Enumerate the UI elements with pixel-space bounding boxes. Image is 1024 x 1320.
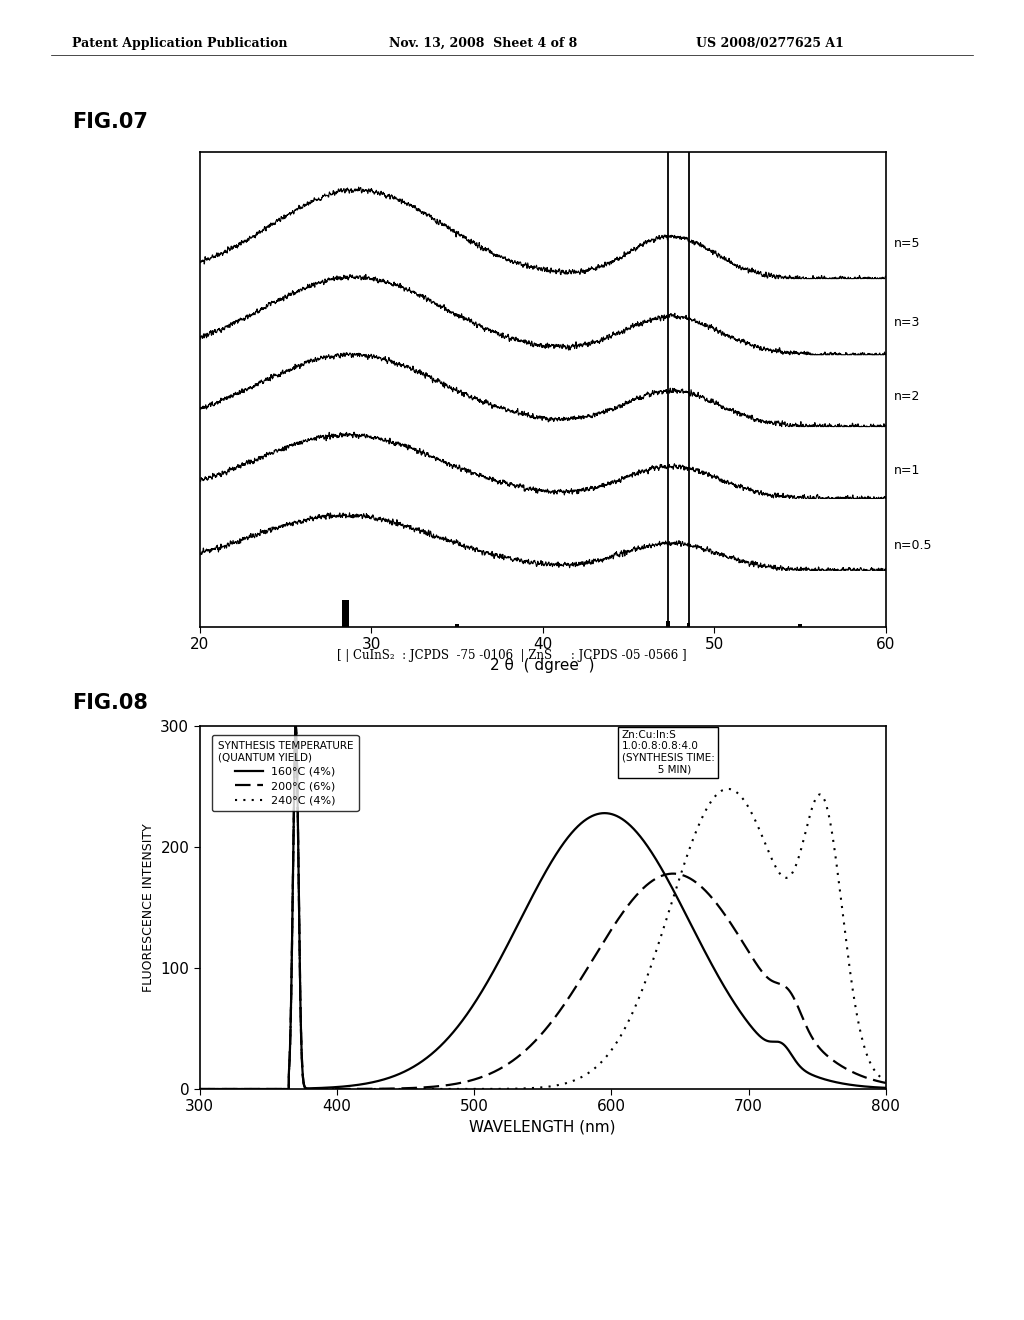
X-axis label: 2 θ  ( dgree  ): 2 θ ( dgree ) xyxy=(490,657,595,673)
Text: FIG.08: FIG.08 xyxy=(72,693,147,713)
Text: [ | CuInS₂  : JCPDS  -75 -0106  | ZnS     : JCPDS -05 -0566 ]: [ | CuInS₂ : JCPDS -75 -0106 | ZnS : JCP… xyxy=(337,649,687,663)
Bar xyxy=(799,624,802,627)
Text: n=0.5: n=0.5 xyxy=(894,539,933,552)
Text: US 2008/0277625 A1: US 2008/0277625 A1 xyxy=(696,37,844,50)
Text: FIG.07: FIG.07 xyxy=(72,112,147,132)
Text: n=2: n=2 xyxy=(894,391,921,403)
Bar xyxy=(687,623,690,627)
Bar xyxy=(456,623,459,627)
Text: n=3: n=3 xyxy=(894,317,921,330)
Text: Zn:Cu:In:S
1.0:0.8:0.8:4.0
(SYNTHESIS TIME:
           5 MIN): Zn:Cu:In:S 1.0:0.8:0.8:4.0 (SYNTHESIS TI… xyxy=(622,730,715,775)
Bar xyxy=(667,622,670,627)
Bar xyxy=(342,601,349,627)
Text: n=1: n=1 xyxy=(894,465,921,478)
Text: Nov. 13, 2008  Sheet 4 of 8: Nov. 13, 2008 Sheet 4 of 8 xyxy=(389,37,578,50)
X-axis label: WAVELENGTH (nm): WAVELENGTH (nm) xyxy=(469,1119,616,1135)
Y-axis label: FLUORESCENCE INTENSITY: FLUORESCENCE INTENSITY xyxy=(141,824,155,991)
Legend: 160°C (4%), 200°C (6%), 240°C (4%): 160°C (4%), 200°C (6%), 240°C (4%) xyxy=(212,735,358,812)
Text: Patent Application Publication: Patent Application Publication xyxy=(72,37,287,50)
Text: n=5: n=5 xyxy=(894,238,921,249)
